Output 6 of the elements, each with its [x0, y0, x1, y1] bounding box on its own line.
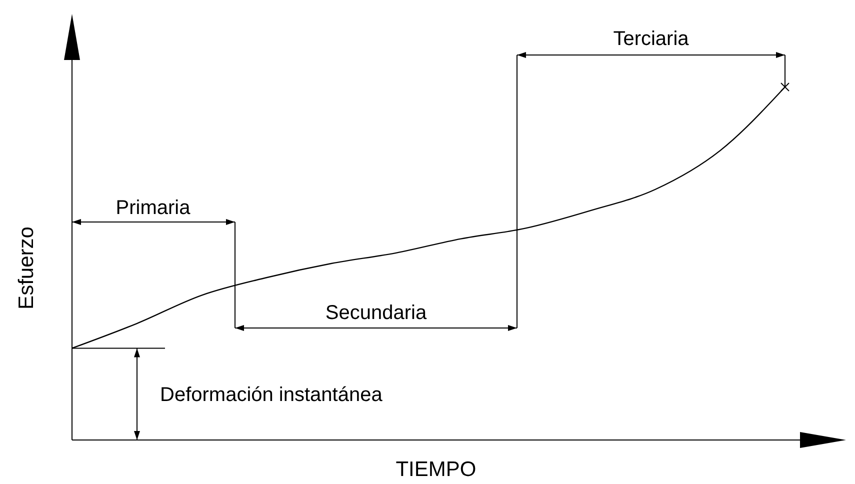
annotation: Secundaria — [325, 302, 428, 324]
y-axis-title: Esfuerzo — [15, 226, 38, 310]
text: Terciaria — [613, 28, 690, 50]
annotation: Deformación instantánea — [160, 384, 384, 406]
x-axis-title: TIEMPO — [396, 458, 476, 481]
annotation: Primaria — [116, 197, 192, 219]
